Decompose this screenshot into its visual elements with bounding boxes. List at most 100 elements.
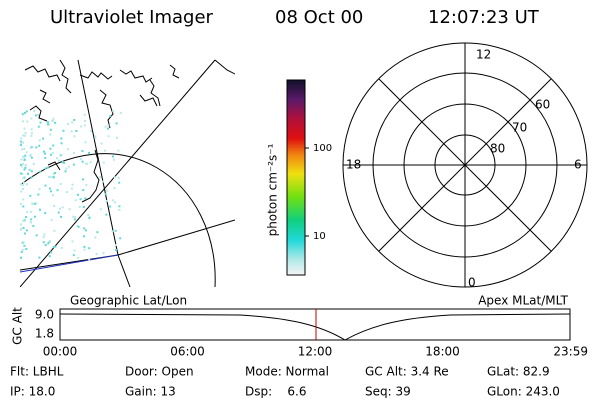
mlt-label: 6 (574, 158, 582, 172)
emission-pixel (117, 176, 120, 179)
colorbar-tick-label: 10 (313, 231, 326, 242)
emission-pixel (24, 111, 26, 114)
emission-pixel (96, 231, 99, 234)
emission-pixel (22, 226, 25, 229)
emission-pixel (78, 205, 81, 208)
emission-pixel (63, 161, 65, 164)
emission-pixel (52, 246, 55, 248)
x-tick-label: 12:00 (298, 345, 333, 359)
mlt-label: 0 (468, 276, 476, 290)
emission-pixel (82, 206, 85, 208)
panel-title: Apex MLat/MLT (478, 294, 568, 308)
emission-pixel (99, 208, 102, 211)
emission-pixel (106, 189, 108, 192)
emission-pixel (61, 161, 64, 163)
info-field: Gain: 13 (125, 385, 176, 399)
emission-pixel (79, 198, 82, 201)
emission-pixel (38, 144, 41, 147)
emission-pixel (100, 142, 103, 145)
mlt-label: 12 (476, 48, 491, 62)
emission-pixel (119, 112, 122, 115)
emission-pixel (61, 206, 64, 209)
emission-pixel (49, 153, 52, 156)
emission-pixel (34, 215, 36, 218)
emission-pixel (66, 148, 69, 151)
emission-pixel (65, 167, 68, 170)
emission-pixel (83, 113, 86, 116)
emission-pixel (29, 221, 32, 223)
emission-pixel (21, 113, 24, 116)
emission-pixel (67, 165, 70, 168)
emission-pixel (60, 142, 63, 145)
info-field: GLat: 82.9 (487, 365, 550, 379)
info-field: Seq: 39 (365, 385, 411, 399)
altitude-frame (59, 308, 571, 341)
info-field: Door: Open (125, 365, 194, 379)
emission-pixel (90, 130, 92, 133)
emission-pixel (30, 156, 33, 159)
emission-pixel (48, 255, 51, 258)
emission-pixel (83, 248, 86, 251)
emission-pixel (83, 235, 86, 238)
x-tick-label: 00:00 (43, 345, 78, 359)
emission-pixel (47, 242, 50, 245)
emission-pixel (70, 187, 73, 190)
emission-pixel (118, 181, 121, 184)
emission-pixel (94, 136, 97, 139)
emission-pixel (24, 164, 27, 166)
emission-pixel (22, 155, 25, 158)
info-field: IP: 18.0 (10, 385, 55, 399)
emission-pixel (104, 125, 107, 128)
emission-pixel (52, 117, 55, 120)
emission-pixel (71, 240, 74, 243)
altitude-curve (59, 313, 571, 341)
mlat-label: 80 (490, 142, 505, 156)
emission-pixel (74, 216, 77, 219)
emission-pixel (84, 162, 87, 165)
emission-pixel (83, 245, 86, 248)
emission-pixel (59, 183, 62, 186)
emission-pixel (52, 144, 55, 147)
emission-pixel (105, 199, 108, 202)
emission-pixel (25, 216, 27, 219)
emission-pixel (112, 110, 115, 113)
emission-pixel (113, 176, 116, 179)
emission-pixel (35, 146, 38, 149)
emission-pixel (20, 202, 22, 205)
emission-pixel (53, 229, 56, 232)
emission-pixel (22, 184, 25, 187)
emission-pixel (30, 218, 33, 221)
emission-pixel (20, 158, 23, 161)
emission-pixel (106, 127, 109, 130)
emission-pixel (29, 210, 32, 213)
emission-pixel (38, 188, 41, 191)
emission-pixel (23, 176, 26, 179)
emission-pixel (75, 130, 78, 132)
emission-pixel (118, 208, 121, 211)
emission-pixel (62, 129, 65, 132)
emission-pixel (72, 254, 75, 257)
mlat-label: 60 (535, 98, 550, 112)
emission-pixel (102, 252, 105, 255)
emission-pixel (21, 134, 24, 137)
emission-pixel (23, 148, 26, 150)
emission-pixel (37, 125, 40, 128)
emission-pixel (80, 125, 83, 128)
y-axis-label: GC Alt (11, 307, 25, 345)
panel-title: Geographic Lat/Lon (70, 294, 187, 308)
emission-pixel (50, 218, 53, 221)
info-field: GLon: 243.0 (487, 385, 560, 399)
emission-pixel (25, 248, 28, 250)
emission-pixel (42, 150, 45, 153)
emission-pixel (113, 201, 116, 204)
emission-pixel (52, 176, 55, 179)
emission-pixel (22, 205, 25, 208)
emission-pixel (22, 187, 25, 190)
emission-pixel (44, 244, 47, 247)
emission-pixel (65, 191, 68, 194)
emission-pixel (42, 137, 45, 140)
emission-pixel (73, 135, 76, 138)
emission-pixel (102, 180, 105, 183)
colorbar-label: photon cm⁻²s⁻¹ (266, 143, 280, 236)
emission-pixel (73, 249, 76, 252)
